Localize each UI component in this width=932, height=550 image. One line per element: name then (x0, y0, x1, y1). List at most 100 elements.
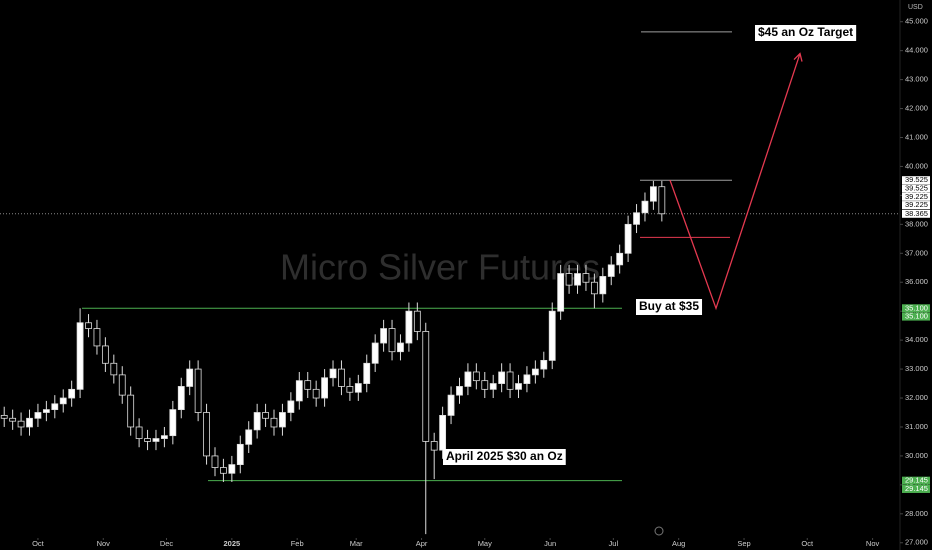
y-tick-label: 34.000 (905, 335, 928, 344)
candle-body (574, 273, 581, 286)
currency: USD (908, 4, 923, 11)
price-label-box (902, 176, 930, 185)
candle-body (253, 412, 261, 431)
candle-body (616, 252, 624, 266)
price-label-box (902, 304, 930, 313)
y-tick-label: 40.000 (905, 161, 928, 170)
price-label: 35.100 (905, 303, 928, 312)
candle-body (472, 371, 480, 382)
candle-body (422, 331, 430, 442)
candle-body (118, 374, 126, 396)
candle-body (388, 328, 396, 353)
price-label-box (902, 312, 930, 321)
candle-body (582, 273, 590, 283)
y-tick-label: 36.000 (905, 277, 928, 286)
candle-body (523, 374, 531, 384)
price-label: 39.525 (905, 183, 928, 192)
candle-body (413, 310, 421, 332)
y-tick-label: 32.000 (905, 393, 928, 402)
candle-body (607, 264, 615, 277)
annotation: April 2025 $30 an Oz (443, 449, 566, 465)
price-label-box (902, 209, 930, 218)
price-label: 35.100 (905, 312, 928, 321)
candle-body (304, 380, 312, 390)
candle-body (262, 412, 269, 419)
candle-body (17, 420, 25, 428)
candle-body (101, 345, 109, 364)
candle-body (624, 223, 632, 254)
x-tick-label: May (478, 539, 492, 548)
candle-body (228, 464, 236, 474)
annotation-text: $45 an Oz Target (758, 25, 853, 39)
candle-body (194, 368, 202, 413)
price-label-box (902, 484, 930, 493)
annotation: Buy at $35 (636, 299, 703, 315)
candle-body (464, 371, 472, 387)
candle-body (34, 412, 42, 419)
x-tick-label: Jul (609, 539, 619, 548)
candle-body (93, 328, 101, 347)
y-tick-label: 43.000 (905, 75, 928, 84)
candle-body (42, 409, 50, 413)
price-label-box (902, 184, 930, 193)
candle-body (456, 386, 463, 396)
candle-body (633, 212, 640, 225)
watermark: Micro Silver Futures (280, 247, 600, 288)
candle-body (548, 310, 556, 361)
annotation-box (755, 25, 857, 41)
x-tick-label: Jun (544, 539, 556, 548)
x-tick-label: Aug (672, 539, 685, 548)
candle-body (439, 414, 447, 451)
candle-body (338, 368, 345, 387)
price-label-box (902, 201, 930, 210)
candle-body (557, 273, 565, 312)
x-tick-label: Feb (291, 539, 304, 548)
candle-body (489, 383, 497, 390)
candle-body (245, 429, 253, 445)
candle-body (186, 368, 194, 387)
candle-body (127, 394, 135, 428)
candle-body (540, 359, 548, 370)
annotation-text: Buy at $35 (639, 299, 699, 313)
x-tick-label: Nov (97, 539, 111, 548)
candle-body (279, 412, 286, 428)
price-label: 39.525 (905, 175, 928, 184)
candle-body (498, 371, 506, 384)
y-tick-label: 37.000 (905, 248, 928, 257)
y-tick-label: 45.000 (905, 17, 928, 26)
candle-body (590, 281, 598, 295)
candle-body (220, 467, 227, 474)
price-label: 29.145 (905, 476, 928, 485)
x-tick-label: Sep (737, 539, 750, 548)
event-icon (654, 526, 664, 536)
projection-line (669, 53, 801, 311)
y-tick-label: 31.000 (905, 422, 928, 431)
price-label: 38.365 (905, 209, 928, 218)
candle-body (649, 186, 657, 202)
annotation-box (443, 449, 566, 465)
y-tick-label: 28.000 (905, 509, 928, 518)
x-tick-label: 2025 (224, 539, 241, 548)
candle-body (641, 200, 649, 214)
candle-body (59, 397, 67, 405)
candle-body (371, 342, 379, 364)
candle-body (447, 394, 455, 416)
y-tick-label: 38.000 (905, 219, 928, 228)
candle-body (329, 368, 337, 379)
x-tick-label: Oct (801, 539, 814, 548)
y-tick-label: 27.000 (905, 538, 928, 547)
candle-body (161, 435, 168, 439)
candle-body (211, 455, 219, 468)
y-tick-label: 44.000 (905, 46, 928, 55)
x-tick-label: Dec (160, 539, 174, 548)
price-label: 29.145 (905, 484, 928, 493)
candle-body (135, 426, 143, 439)
y-tick-label: 30.000 (905, 451, 928, 460)
y-tick-label: 42.000 (905, 104, 928, 113)
candle-body (599, 276, 607, 295)
candle-body (312, 388, 320, 399)
candle-body (430, 441, 438, 451)
candle-body (506, 371, 514, 390)
annotation: $45 an Oz Target (755, 25, 857, 41)
